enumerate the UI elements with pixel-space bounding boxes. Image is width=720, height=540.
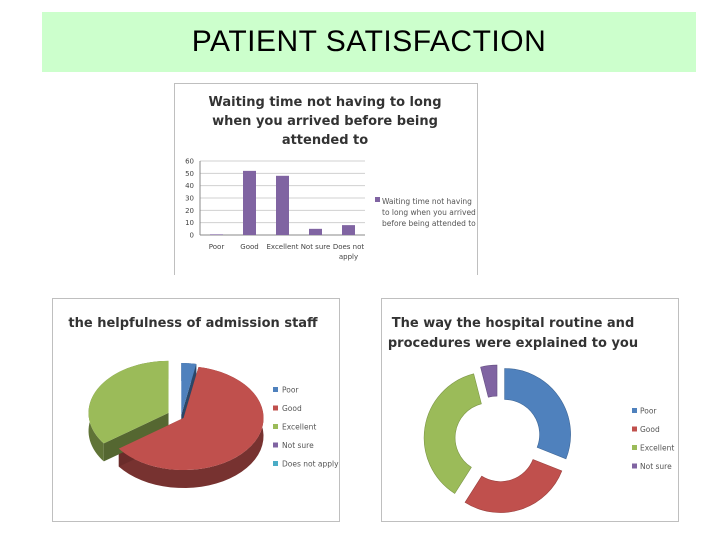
legend-label: Poor [282, 386, 299, 395]
page-title: PATIENT SATISFACTION [191, 25, 547, 58]
y-tick-label: 0 [190, 232, 194, 240]
y-tick-label: 10 [185, 219, 194, 227]
bar-poor [210, 234, 223, 235]
doughnut-segment-poor [504, 368, 571, 460]
legend-label: Poor [640, 407, 657, 416]
legend-label: Not sure [640, 462, 672, 471]
legend-label: Waiting time not having [382, 197, 472, 206]
title-banner: PATIENT SATISFACTION [42, 12, 696, 72]
doughnut-segment-good [464, 459, 563, 513]
x-tick-label: Does not [333, 243, 365, 251]
doughnut-chart: The way the hospital routine and procedur… [388, 316, 674, 513]
y-tick-label: 60 [185, 158, 194, 166]
x-tick-label: Poor [209, 243, 225, 251]
bar-not-sure [309, 228, 322, 235]
slice-excellent [88, 360, 169, 444]
legend-swatch [632, 408, 637, 413]
bar-chart-panel: Waiting time not having to long when you … [174, 83, 478, 275]
legend-swatch [632, 426, 637, 432]
chart-title-line: Waiting time not having to long [208, 95, 441, 110]
legend-swatch [273, 405, 278, 411]
chart-title: the helpfulness of admission staff [68, 316, 318, 331]
legend-swatch [273, 424, 278, 429]
legend-swatch [375, 197, 380, 202]
doughnut-segment-excellent [423, 373, 482, 494]
legend-label: Not sure [282, 441, 314, 450]
pie-chart-panel: the helpfulness of admission staff Poor Go… [52, 298, 340, 522]
slice-side-good [118, 366, 264, 489]
bar-good [243, 170, 256, 235]
legend-swatch [273, 442, 278, 448]
x-tick-label: Not sure [301, 243, 331, 251]
legend-label: Excellent [640, 444, 674, 453]
y-tick-label: 40 [185, 182, 194, 190]
legend-swatch [632, 445, 637, 450]
legend-label: Good [282, 404, 302, 413]
bar-does-not-apply [342, 225, 355, 235]
legend-label: to long when you arrived [382, 208, 476, 217]
chart-title-line: when you arrived before being [212, 114, 438, 129]
slice-good [118, 366, 264, 471]
chart-title-line: procedures were explained to you [388, 336, 638, 351]
doughnut-chart-panel: The way the hospital routine and procedur… [381, 298, 679, 522]
x-tick-label: apply [339, 253, 358, 261]
legend-label: Excellent [282, 423, 316, 432]
legend-label: before being attended to [382, 219, 476, 228]
x-tick-label: Good [240, 243, 258, 251]
legend-swatch [273, 387, 278, 392]
legend-label: Good [640, 425, 660, 434]
legend-swatch [273, 461, 278, 466]
legend-swatch [632, 463, 637, 469]
y-tick-label: 20 [185, 207, 194, 215]
bar-excellent [276, 175, 289, 235]
doughnut-segment-not-sure [480, 364, 498, 398]
x-tick-label: Excellent [267, 243, 299, 251]
chart-title-line: The way the hospital routine and [392, 316, 635, 331]
legend-label: Does not apply [282, 460, 339, 469]
slice-poor [181, 363, 197, 416]
chart-title-line: attended to [282, 133, 368, 148]
bar-chart: Waiting time not having to long when you … [185, 95, 476, 261]
y-tick-label: 50 [185, 170, 194, 178]
y-tick-label: 30 [185, 195, 194, 203]
pie-chart: the helpfulness of admission staff Poor Go… [68, 316, 339, 489]
